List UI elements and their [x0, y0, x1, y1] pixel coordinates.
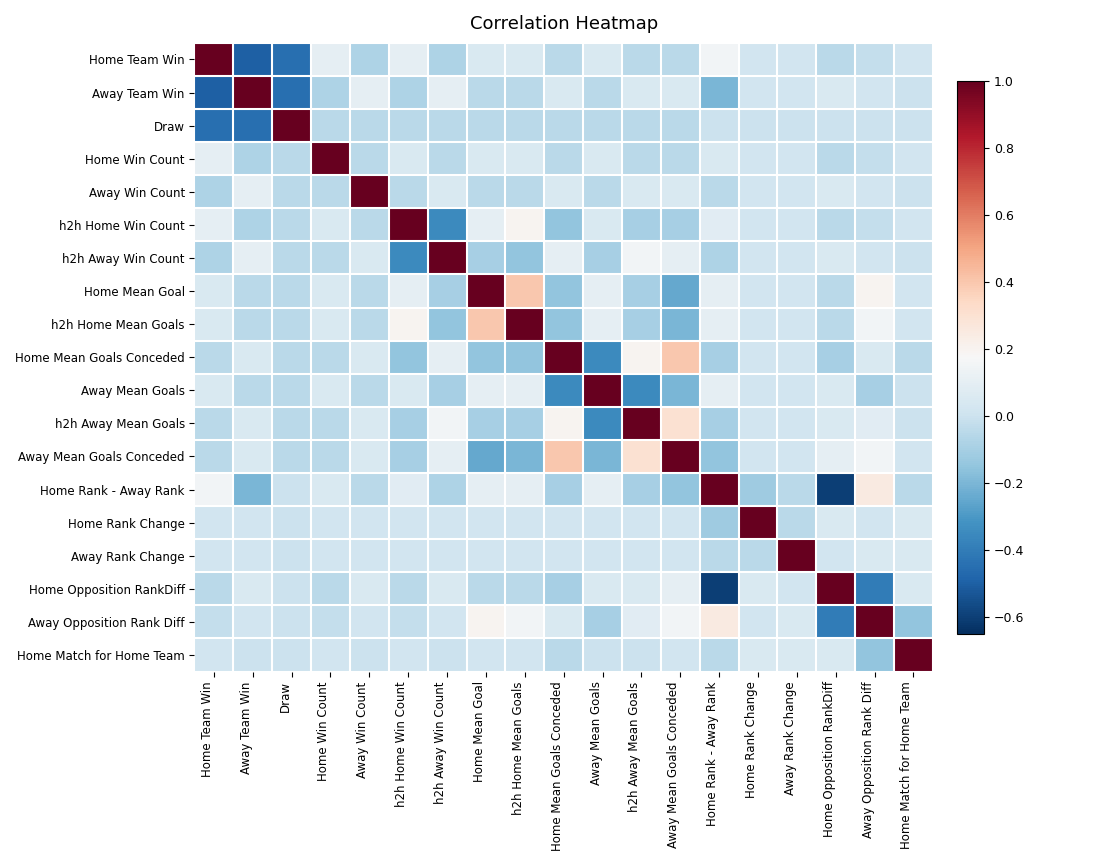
Title: Correlation Heatmap: Correlation Heatmap: [469, 15, 657, 33]
